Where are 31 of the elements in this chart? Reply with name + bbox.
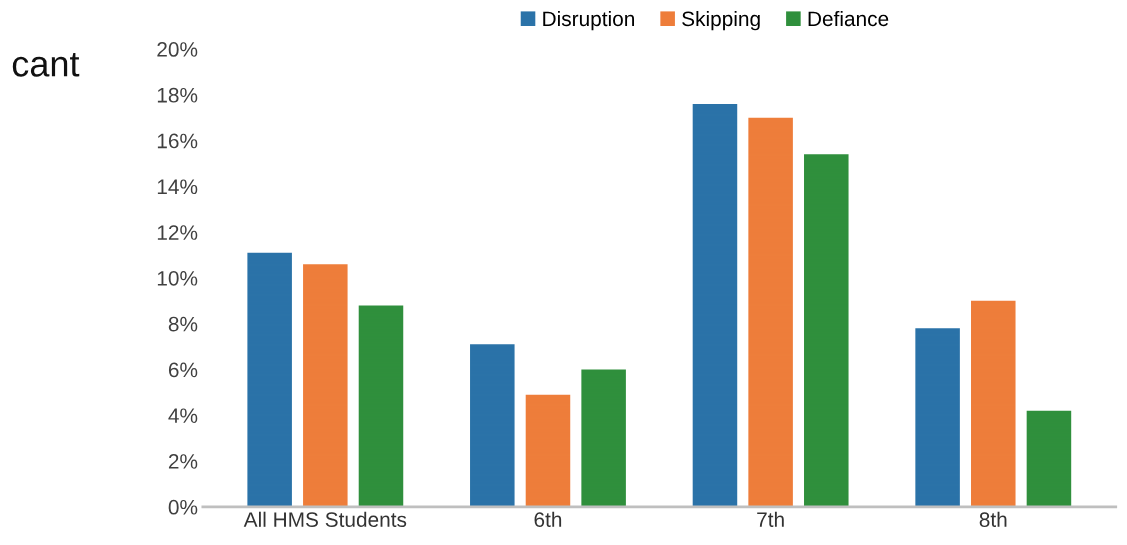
- x-tick-label: 6th: [534, 511, 562, 528]
- bar: [358, 305, 404, 507]
- text: cant: [12, 52, 80, 77]
- legend-label: Skipping: [682, 10, 760, 31]
- y-tick-label: 0%: [168, 499, 198, 515]
- bar: [470, 344, 515, 507]
- y-tick-label: 12%: [157, 225, 198, 240]
- x-tick-label: 8th: [979, 511, 1007, 528]
- bar: [971, 300, 1016, 507]
- y-tick-label: 4%: [168, 408, 198, 423]
- y-tick-label: 14%: [157, 179, 198, 195]
- y-tick-label: 16%: [157, 133, 198, 149]
- bar: [915, 328, 960, 507]
- y-tick-label: 10%: [157, 270, 198, 286]
- legend-label: Disruption: [543, 10, 634, 31]
- x-tick-label: 7th: [757, 511, 784, 527]
- bar: [303, 264, 348, 507]
- y-tick-label: 2%: [168, 454, 198, 469]
- bar: [692, 103, 738, 507]
- y-tick-label: 20%: [157, 42, 198, 57]
- bar: [581, 369, 626, 507]
- bar: [748, 117, 793, 507]
- y-tick-label: 18%: [157, 87, 198, 103]
- bar: [804, 154, 849, 507]
- bar: [247, 252, 292, 507]
- bar: [525, 394, 571, 507]
- x-tick-label: All HMS Students: [243, 511, 407, 528]
- y-tick-label: 6%: [168, 362, 198, 378]
- legend-label: Defiance: [808, 10, 889, 27]
- y-tick-label: 8%: [168, 316, 198, 332]
- bar: [1026, 410, 1072, 507]
